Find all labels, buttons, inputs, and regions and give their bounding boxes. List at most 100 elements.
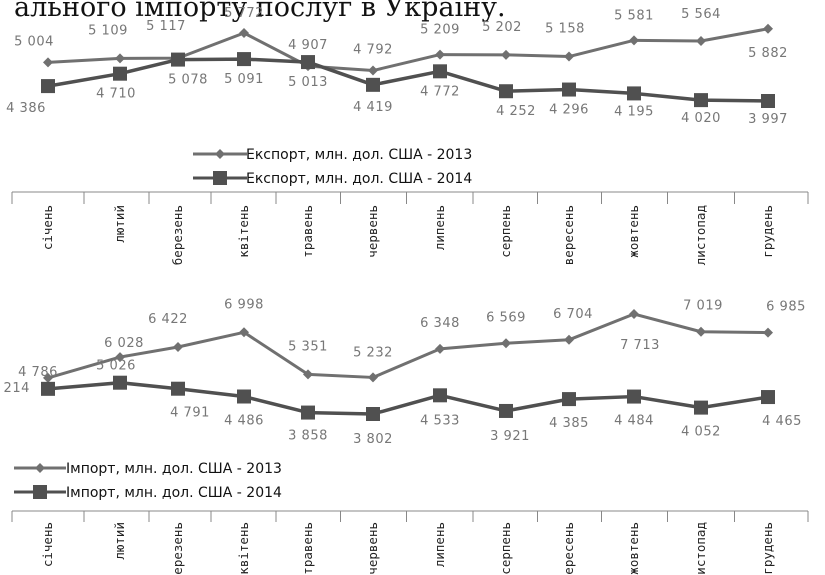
data-label: 4 386: [6, 101, 46, 116]
data-point: [43, 372, 53, 383]
data-label: 7 019: [683, 299, 723, 314]
data-label: 3 858: [288, 429, 328, 444]
data-point: [435, 49, 445, 60]
x-tick-label: червень: [365, 522, 380, 575]
data-label: 3 802: [353, 432, 393, 447]
data-label: 5 564: [681, 7, 721, 22]
data-point: [761, 390, 775, 405]
data-point: [629, 35, 639, 46]
data-label: 7 713: [620, 338, 660, 353]
x-tick-label: квітень: [236, 205, 251, 258]
data-point: [113, 66, 127, 81]
data-point: [41, 381, 55, 396]
legend-label: Імпорт, млн. дол. США - 2014: [66, 485, 282, 501]
x-tick-label: січень: [40, 205, 55, 250]
data-label: 5 026: [96, 359, 136, 374]
data-point: [368, 65, 378, 76]
data-point: [301, 405, 315, 420]
x-tick-label: червень: [365, 205, 380, 258]
data-label: 5 772: [224, 6, 264, 21]
data-point: [629, 309, 639, 319]
data-label: 4 791: [170, 406, 210, 421]
data-label: 5 117: [146, 19, 186, 34]
x-tick-label: липень: [432, 205, 447, 250]
legend-label: Експорт, млн. дол. США - 2014: [246, 171, 472, 187]
data-label: 5 091: [224, 72, 264, 87]
x-tick-label: квітень: [236, 522, 251, 575]
data-label: 4 486: [224, 414, 264, 429]
import-chart: 5 214 6 028 6 422 6 998 5 351 5 232 6 348 6 569…: [0, 297, 809, 575]
x-tick-label: липень: [432, 522, 447, 567]
data-point: [433, 64, 447, 79]
data-label: 5 209: [420, 23, 460, 38]
data-point: [696, 326, 706, 337]
data-label: 6 028: [104, 336, 144, 351]
series-line-2: [47, 380, 769, 416]
x-tick-label: жовтень: [626, 205, 641, 258]
data-label: 4 385: [549, 416, 589, 431]
data-label: 4 710: [96, 87, 136, 102]
x-tick-label: грудень: [760, 522, 775, 575]
data-point: [41, 79, 55, 94]
data-point: [171, 52, 185, 67]
x-tick-label: серпень: [498, 205, 513, 258]
data-label: 6 569: [486, 310, 526, 325]
data-label: 6 985: [766, 300, 806, 315]
data-point: [562, 392, 576, 407]
data-point: [435, 343, 445, 354]
data-label: 4 296: [549, 103, 589, 118]
legend-marker: [213, 171, 227, 185]
data-point: [113, 375, 127, 390]
data-point: [239, 28, 249, 38]
header-text: ального імпорту послуг в Україну.: [14, 0, 506, 23]
legend-marker: [35, 463, 45, 473]
x-tick-label: лютий: [112, 205, 127, 243]
data-label: 6 704: [553, 307, 593, 322]
data-point: [564, 334, 574, 345]
data-point: [115, 352, 125, 363]
data-point: [239, 327, 249, 338]
data-point: [562, 82, 576, 97]
data-label: 6 998: [224, 297, 264, 312]
data-label: 4 195: [614, 104, 654, 119]
x-tick-label: березень: [170, 205, 185, 265]
data-label: 4 792: [353, 43, 393, 58]
x-tick-label: травень: [300, 522, 315, 575]
data-label: 4 533: [420, 413, 460, 428]
x-tick-label: січень: [40, 522, 55, 567]
data-label: 3 921: [490, 429, 530, 444]
x-tick-label: травень: [300, 205, 315, 258]
legend-marker: [33, 485, 47, 499]
data-label: 4 419: [353, 100, 393, 115]
data-point: [368, 372, 378, 383]
x-tick-label: березень: [170, 522, 185, 575]
data-point: [43, 57, 53, 68]
x-tick-label: вересень: [561, 205, 576, 265]
data-point: [627, 86, 641, 101]
data-label: 3 997: [748, 112, 788, 127]
x-tick-label: листопад: [693, 205, 708, 265]
data-point: [237, 389, 251, 404]
data-label: 5 202: [482, 20, 522, 35]
data-point: [366, 77, 380, 92]
data-point: [433, 388, 447, 403]
export-chart: 5 004 5 109 5 117 5 772 4 907 4 792 5 209 5 202…: [6, 6, 809, 265]
data-point: [301, 55, 315, 70]
data-label: 4 465: [762, 414, 802, 429]
data-label: 4 020: [681, 111, 721, 126]
data-point: [501, 338, 511, 349]
data-point: [694, 93, 708, 108]
legend-marker: [215, 149, 225, 159]
data-point: [763, 327, 773, 338]
data-label: 5 581: [614, 8, 654, 23]
data-point: [627, 389, 641, 404]
data-label: 6 348: [420, 316, 460, 331]
x-tick-label: лютий: [112, 522, 127, 560]
data-point: [173, 342, 183, 353]
data-point: [499, 403, 513, 418]
data-label: 5 004: [14, 34, 54, 49]
data-label: 4 252: [496, 104, 536, 119]
x-tick-label: листопад: [693, 522, 708, 575]
